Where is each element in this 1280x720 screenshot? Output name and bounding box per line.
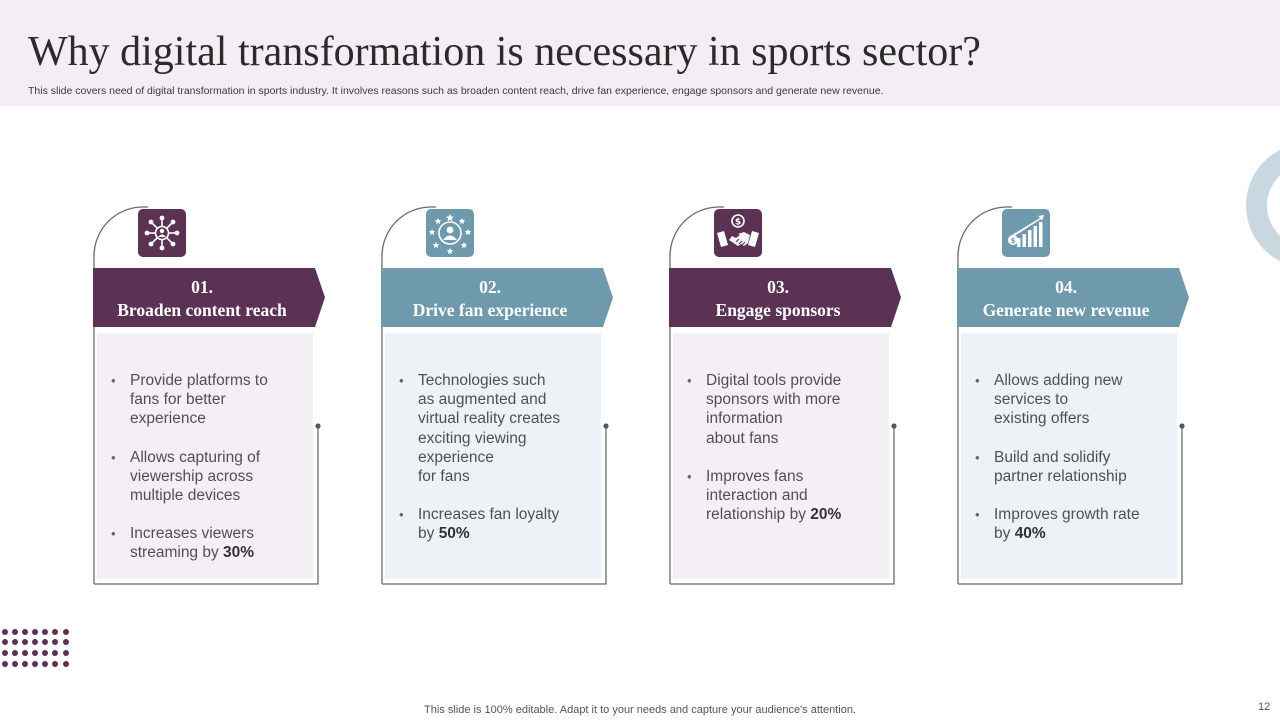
card-outline <box>381 206 609 585</box>
card-panel: Provide platforms to fans for better exp… <box>97 333 313 579</box>
card-banner: 03. Engage sponsors <box>669 268 901 327</box>
bullet-item: Improves growth rate by 40% <box>975 505 1159 543</box>
bullet-list: Provide platforms to fans for better exp… <box>97 333 313 563</box>
slide-header: Why digital transformation is necessary … <box>0 0 1280 106</box>
bullet-item: Build and solidify partner relationship <box>975 448 1159 486</box>
card-outline <box>93 206 321 585</box>
bullet-item: Provide platforms to fans for better exp… <box>111 371 295 429</box>
stat-value: 20% <box>810 506 842 524</box>
svg-text:$: $ <box>735 218 741 228</box>
stat-value: 40% <box>1014 525 1046 543</box>
bullet-list: Allows adding new services to existing o… <box>961 333 1177 543</box>
card-number: 02. <box>479 277 501 297</box>
card-banner: 01. Broaden content reach <box>93 268 325 327</box>
card-banner: 04. Generate new revenue <box>957 268 1189 327</box>
card-engage-sponsors: $ 03. Engage sponsors Digital tools prov… <box>669 206 901 586</box>
card-number: 01. <box>191 277 213 297</box>
slide-subtitle: This slide covers need of digital transf… <box>28 85 884 97</box>
stat-value: 30% <box>223 544 255 562</box>
card-number: 03. <box>767 277 789 297</box>
card-broaden-content-reach: 01. Broaden content reach Provide platfo… <box>93 206 325 586</box>
decorative-dot-grid <box>2 629 69 667</box>
decorative-ring <box>1246 149 1280 262</box>
bullet-item: Technologies such as augmented and virtu… <box>399 371 583 486</box>
bullet-list: Digital tools provide sponsors with more… <box>673 333 889 524</box>
footer-note: This slide is 100% editable. Adapt it to… <box>424 704 856 716</box>
card-title: Engage sponsors <box>715 300 841 320</box>
handshake-dollar-icon: $ <box>714 209 762 257</box>
bullet-item: Allows capturing of viewership across mu… <box>111 448 295 506</box>
card-drive-fan-experience: 02. Drive fan experience Technologies su… <box>381 206 613 586</box>
bullet-item: Allows adding new services to existing o… <box>975 371 1159 429</box>
card-generate-new-revenue: $ 04. Generate new revenue Allows adding… <box>957 206 1189 586</box>
customer-stars-icon <box>426 209 474 257</box>
slide-title: Why digital transformation is necessary … <box>28 29 981 75</box>
page-number: 12 <box>1258 701 1271 713</box>
bullet-item: Increases viewers streaming by 30% <box>111 524 295 562</box>
card-outline <box>957 206 1185 585</box>
bullet-item: Improves fans interaction and relationsh… <box>687 467 871 525</box>
bullet-item: Digital tools provide sponsors with more… <box>687 371 871 448</box>
stat-value: 50% <box>438 525 470 543</box>
card-panel: Digital tools provide sponsors with more… <box>673 333 889 579</box>
growth-chart-icon: $ <box>1002 209 1050 257</box>
card-outline <box>669 206 897 585</box>
svg-text:$: $ <box>1011 237 1016 245</box>
bullet-list: Technologies such as augmented and virtu… <box>385 333 601 544</box>
card-title: Generate new revenue <box>982 300 1150 320</box>
card-title: Broaden content reach <box>117 300 287 320</box>
card-banner: 02. Drive fan experience <box>381 268 613 327</box>
card-panel: Technologies such as augmented and virtu… <box>385 333 601 579</box>
card-title: Drive fan experience <box>412 300 568 320</box>
card-number: 04. <box>1055 277 1077 297</box>
network-people-icon <box>138 209 186 257</box>
card-panel: Allows adding new services to existing o… <box>961 333 1177 579</box>
bullet-item: Increases fan loyalty by 50% <box>399 505 583 543</box>
